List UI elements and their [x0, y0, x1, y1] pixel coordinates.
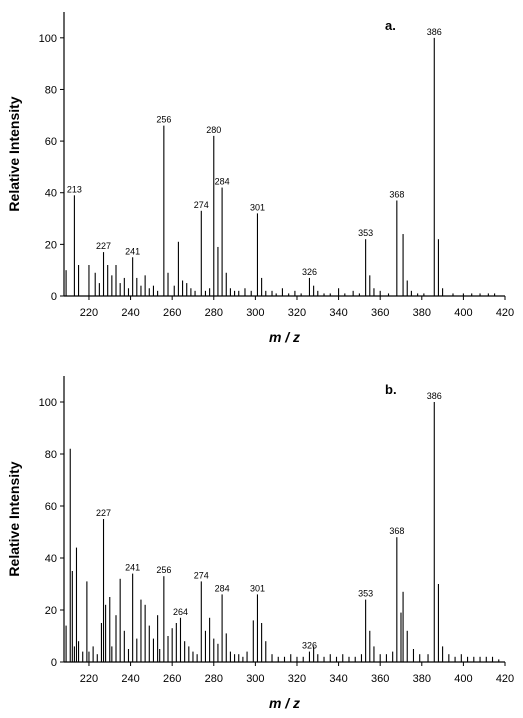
- x-tick-label: 260: [163, 673, 181, 685]
- x-tick-label: 280: [205, 673, 223, 685]
- y-tick-label: 0: [51, 291, 57, 303]
- y-tick-label: 40: [45, 188, 57, 200]
- peak-label: 353: [358, 228, 373, 238]
- x-tick-label: 220: [80, 307, 98, 319]
- x-tick-label: 360: [371, 307, 389, 319]
- peak-label: 256: [156, 115, 171, 125]
- peak-label: 301: [250, 202, 265, 212]
- panel-label: b.: [385, 382, 397, 397]
- x-axis-title: m / z: [269, 695, 300, 711]
- peak-label: 353: [358, 589, 373, 599]
- x-tick-label: 320: [288, 307, 306, 319]
- x-tick-label: 380: [413, 673, 431, 685]
- x-tick-label: 320: [288, 673, 306, 685]
- y-tick-label: 100: [39, 397, 57, 409]
- x-tick-label: 300: [246, 673, 264, 685]
- spectrum-panel-a: 0 20 40 60 80 100 220 240 260 280 300 320 340 360 380 4…: [6, 12, 514, 345]
- peak-label: 213: [67, 184, 82, 194]
- peak-label: 256: [156, 565, 171, 575]
- y-tick-label: 80: [45, 84, 57, 96]
- peak-label: 326: [302, 267, 317, 277]
- x-tick-label: 340: [329, 673, 347, 685]
- x-tick-label: 280: [205, 307, 223, 319]
- x-tick-label: 240: [121, 307, 139, 319]
- x-tick-label: 300: [246, 307, 264, 319]
- y-tick-label: 20: [45, 239, 57, 251]
- y-tick-label: 20: [45, 605, 57, 617]
- x-axis-title: m / z: [269, 329, 300, 345]
- peak-label: 241: [125, 563, 140, 573]
- peak-label: 264: [173, 607, 188, 617]
- x-tick-label: 240: [121, 673, 139, 685]
- peak-label: 326: [302, 641, 317, 651]
- peak-label: 241: [125, 246, 140, 256]
- y-tick-label: 60: [45, 501, 57, 513]
- x-tick-label: 400: [454, 673, 472, 685]
- y-tick-label: 40: [45, 553, 57, 565]
- y-axis-title: Relative Intensity: [6, 96, 22, 211]
- peak-label: 368: [389, 526, 404, 536]
- peak-label: 227: [96, 508, 111, 518]
- y-tick-label: 60: [45, 136, 57, 148]
- peak-label: 301: [250, 583, 265, 593]
- x-tick-label: 420: [496, 307, 514, 319]
- peak-label: 274: [194, 570, 209, 580]
- peak-label: 284: [215, 583, 230, 593]
- y-tick-label: 100: [39, 33, 57, 45]
- y-axis-title: Relative Intensity: [6, 461, 22, 576]
- x-tick-label: 360: [371, 673, 389, 685]
- y-tick-label: 80: [45, 449, 57, 461]
- x-tick-label: 260: [163, 307, 181, 319]
- peak-label: 284: [215, 177, 230, 187]
- panel-label: a.: [385, 18, 396, 33]
- x-tick-label: 420: [496, 673, 514, 685]
- peak-label: 274: [194, 200, 209, 210]
- peak-label: 227: [96, 241, 111, 251]
- peak-label: 368: [389, 189, 404, 199]
- x-tick-label: 380: [413, 307, 431, 319]
- x-tick-label: 400: [454, 307, 472, 319]
- peak-label: 386: [427, 391, 442, 401]
- peak-label: 386: [427, 27, 442, 37]
- spectrum-panel-b: 0 20 40 60 80 100 220 240 260 280 300 320 340 360 380 4…: [6, 376, 514, 711]
- peak-label: 280: [206, 125, 221, 135]
- x-tick-label: 340: [329, 307, 347, 319]
- y-tick-label: 0: [51, 657, 57, 669]
- x-tick-label: 220: [80, 673, 98, 685]
